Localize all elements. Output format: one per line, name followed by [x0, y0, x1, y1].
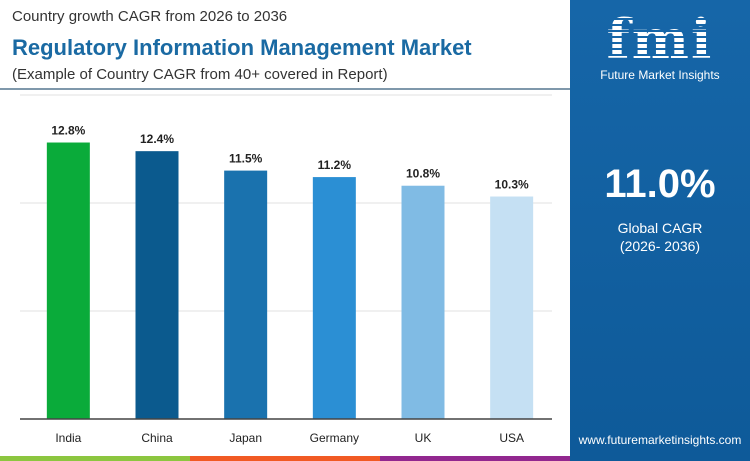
stripe-green: [0, 456, 190, 461]
logo-mark: fmi: [598, 8, 722, 70]
bar-china: [135, 151, 179, 419]
fmi-logo: fmi Future Market Insights: [598, 8, 722, 82]
stripe-purple: [380, 456, 570, 461]
x-tick-label: Germany: [310, 431, 359, 445]
data-label: 11.2%: [318, 158, 352, 172]
chart-subtitle: Country growth CAGR from 2026 to 2036: [12, 8, 288, 25]
global-cagr-value: 11.0%: [604, 162, 716, 206]
global-cagr-period: (2026- 2036): [619, 238, 701, 254]
bar-usa: [490, 196, 534, 419]
stripe-orange: [190, 456, 380, 461]
x-tick-label: UK: [415, 431, 432, 445]
bar-india: [46, 142, 90, 419]
x-tick-label: Japan: [229, 431, 262, 445]
data-label: 11.5%: [229, 152, 263, 166]
chart-title: Regulatory Information Management Market: [12, 35, 472, 60]
x-tick-label: India: [55, 431, 81, 445]
data-label: 10.3%: [495, 178, 529, 192]
bar-germany: [312, 177, 356, 419]
header-divider: [0, 88, 570, 90]
bar-uk: [401, 185, 445, 419]
data-label: 12.8%: [51, 124, 85, 138]
bar-chart: 12.8% India 12.4% China 11.5% Japan 11.2% Germa…: [20, 94, 552, 445]
global-cagr-label: Global CAGR: [617, 220, 703, 236]
side-panel: fmi Future Market Insights 11.0% Global …: [570, 0, 750, 461]
x-tick-label: China: [141, 431, 173, 445]
logo-brand: Future Market Insights: [600, 68, 720, 82]
website-url: www.futuremarketinsights.com: [578, 433, 742, 447]
data-label: 10.8%: [406, 167, 440, 181]
chart-note: (Example of Country CAGR from 40+ covere…: [12, 66, 388, 83]
x-tick-label: USA: [499, 431, 524, 445]
bar-japan: [224, 170, 268, 419]
data-label: 12.4%: [140, 132, 174, 146]
